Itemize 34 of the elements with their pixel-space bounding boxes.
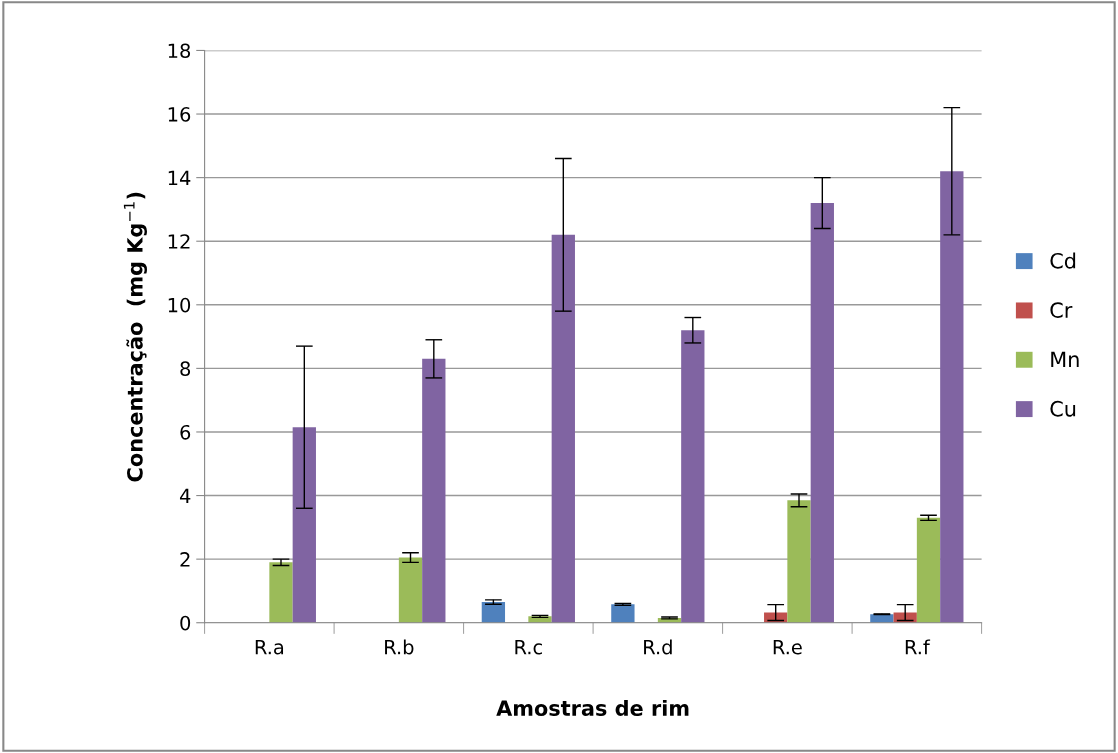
y-tick-label: 14	[168, 170, 191, 186]
y-tick-label: 12	[168, 234, 190, 249]
x-tick-label: R.d	[644, 639, 672, 655]
y-tick-label: 18	[168, 43, 191, 59]
legend-label: Cu	[1050, 400, 1076, 417]
bar	[398, 557, 423, 623]
bar	[787, 500, 811, 623]
y-tick-label: 2	[180, 552, 190, 567]
legend-label: Cd	[1050, 252, 1076, 269]
legend-label: Cr	[1050, 302, 1073, 318]
x-tick-label: R.a	[255, 640, 284, 655]
bar	[916, 517, 941, 623]
x-tick-label: R.b	[385, 639, 414, 655]
bar	[810, 203, 834, 623]
x-tick-label: R.e	[773, 640, 802, 655]
y-tick-label: 0	[180, 615, 191, 631]
bar	[292, 427, 316, 623]
bar	[551, 234, 575, 623]
bar	[681, 330, 705, 623]
legend-label: Mn	[1051, 351, 1079, 367]
bar	[611, 604, 635, 623]
bar	[940, 171, 964, 623]
bar	[481, 602, 506, 623]
x-axis-title: Amostras de rim	[496, 699, 689, 717]
x-tick-label: R.f	[905, 639, 931, 655]
bar	[422, 358, 446, 623]
y-tick-label: 10	[168, 297, 191, 313]
y-axis-title: Concentração (mg Kg$^{−1}$)	[123, 192, 147, 482]
y-tick-label: 4	[179, 488, 191, 503]
y-tick-label: 6	[180, 424, 191, 440]
y-tick-label: 8	[180, 361, 191, 377]
x-tick-label: R.c	[515, 640, 542, 655]
bar	[269, 562, 293, 623]
y-tick-label: 16	[168, 106, 191, 122]
